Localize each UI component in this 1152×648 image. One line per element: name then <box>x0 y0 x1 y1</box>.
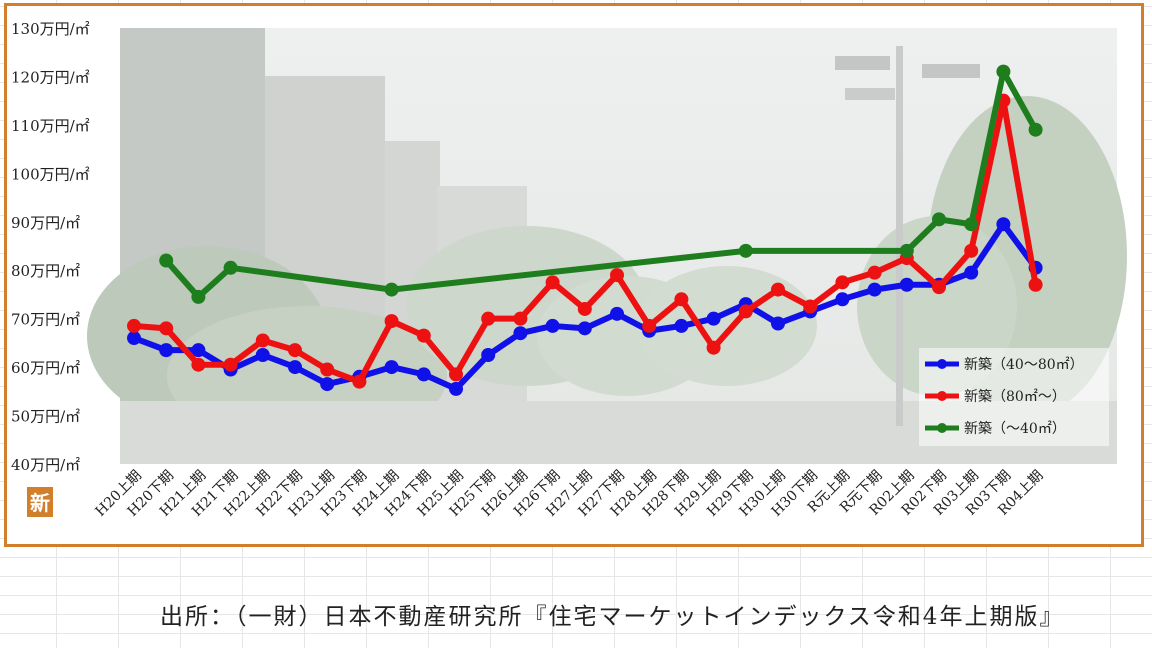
data-point <box>513 326 528 341</box>
data-point <box>288 343 302 358</box>
data-point <box>191 289 206 304</box>
data-point <box>577 301 592 316</box>
data-point <box>320 377 335 392</box>
data-point <box>577 321 592 336</box>
data-point <box>738 304 753 319</box>
chart-frame[interactable]: 40万円/㎡ 50万円/㎡ 60万円/㎡ 70万円/㎡ 80万円/㎡ 90万円/㎡ 100万… <box>4 3 1144 547</box>
data-point <box>191 343 206 358</box>
series-line <box>163 68 1039 300</box>
y-tick-label: 90万円/㎡ <box>11 214 80 232</box>
source-caption: 出所：（一財）日本不動産研究所『住宅マーケットインデックス令和4年上期版』 <box>160 604 1065 630</box>
data-point <box>159 253 174 268</box>
y-tick-label: 100万円/㎡ <box>11 165 90 183</box>
data-point <box>610 306 624 321</box>
data-point <box>159 321 174 336</box>
data-point <box>223 357 238 372</box>
data-point <box>1028 122 1043 137</box>
data-point <box>932 212 946 227</box>
data-point <box>127 331 141 346</box>
series-lines <box>127 64 1043 396</box>
data-point <box>416 328 431 343</box>
data-point <box>513 311 528 326</box>
y-tick-label: 70万円/㎡ <box>11 311 80 329</box>
y-tick-label: 110万円/㎡ <box>11 117 90 135</box>
data-point <box>384 360 399 375</box>
y-tick-label: 60万円/㎡ <box>11 359 80 377</box>
data-point <box>996 64 1011 79</box>
data-point <box>899 277 914 292</box>
legend-label: 新築（40～80㎡） <box>964 357 1084 373</box>
data-point <box>481 348 496 362</box>
svg-text:新: 新 <box>30 491 50 515</box>
data-point <box>899 243 914 258</box>
y-tick-label: 40万円/㎡ <box>11 456 80 474</box>
data-point <box>996 217 1011 232</box>
background-photo <box>87 28 1127 464</box>
line-chart: 40万円/㎡ 50万円/㎡ 60万円/㎡ 70万円/㎡ 80万円/㎡ 90万円/㎡ 100万… <box>11 20 1127 520</box>
data-point <box>642 318 657 333</box>
data-point <box>867 282 882 297</box>
shin-kanji-icon: 新 <box>27 487 53 517</box>
y-tick-label: 120万円/㎡ <box>11 68 90 86</box>
data-point <box>191 357 206 372</box>
data-point <box>867 265 882 280</box>
data-point <box>320 362 335 377</box>
data-point <box>674 292 689 307</box>
legend-marker <box>937 359 947 369</box>
data-point <box>610 268 624 283</box>
data-point <box>255 348 270 362</box>
data-point <box>932 280 946 295</box>
y-axis: 40万円/㎡ 50万円/㎡ 60万円/㎡ 70万円/㎡ 80万円/㎡ 90万円/㎡ 100万… <box>11 20 90 474</box>
data-point <box>384 282 399 297</box>
data-point <box>706 311 721 326</box>
data-point <box>835 275 850 290</box>
data-point <box>674 318 689 333</box>
data-point <box>449 367 463 382</box>
data-point <box>255 333 270 348</box>
data-point <box>835 292 850 307</box>
data-point <box>964 265 979 280</box>
data-point <box>803 299 818 314</box>
x-axis: H20上期H20下期H21上期H21下期H22上期H22下期H23上期H23下期… <box>92 468 1046 520</box>
data-point <box>545 275 560 290</box>
data-point <box>159 343 174 358</box>
data-point <box>127 318 141 333</box>
data-point <box>352 374 367 389</box>
legend-label: 新築（80㎡～） <box>964 389 1066 405</box>
data-point <box>1028 277 1043 292</box>
y-tick-label: 80万円/㎡ <box>11 262 80 280</box>
legend-marker <box>937 391 947 401</box>
data-point <box>481 311 496 326</box>
data-point <box>416 367 431 382</box>
legend-marker <box>937 423 947 433</box>
data-point <box>384 314 399 329</box>
legend-label: 新築（～40㎡） <box>964 421 1066 437</box>
y-tick-label: 50万円/㎡ <box>11 408 80 426</box>
data-point <box>449 381 463 396</box>
data-point <box>964 217 979 232</box>
data-point <box>223 260 238 275</box>
data-point <box>288 360 302 375</box>
data-point <box>964 243 979 258</box>
data-point <box>771 316 785 331</box>
legend: 新築（40～80㎡） 新築（80㎡～） 新築（～40㎡） <box>919 348 1109 446</box>
data-point <box>545 318 560 333</box>
y-tick-label: 130万円/㎡ <box>11 20 90 38</box>
data-point <box>706 340 721 355</box>
data-point <box>771 282 785 297</box>
data-point <box>738 243 753 258</box>
